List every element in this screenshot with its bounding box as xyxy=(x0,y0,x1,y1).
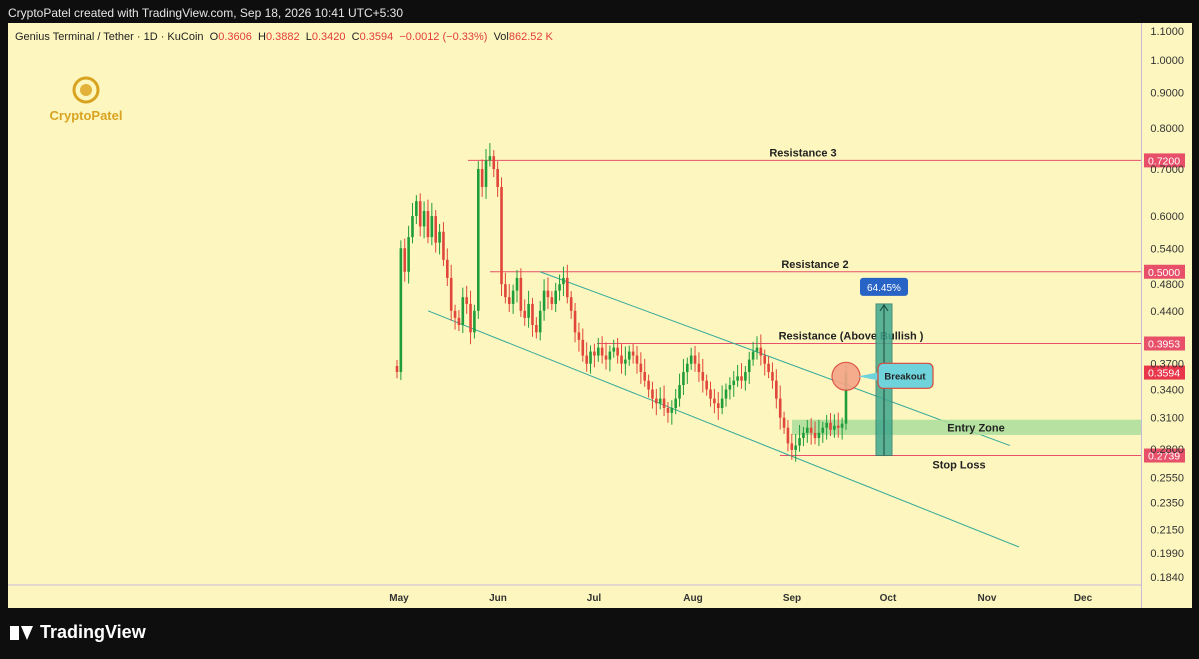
symbol-info: Genius Terminal / Tether · 1D · KuCoin O… xyxy=(15,31,553,43)
low-label: L xyxy=(305,31,312,43)
high-label: H xyxy=(257,31,266,43)
price-axis[interactable] xyxy=(1141,23,1192,585)
low-value: 0.3420 xyxy=(311,31,346,43)
volume-label: Vol xyxy=(493,31,509,43)
volume-value: 862.52 K xyxy=(508,31,553,43)
axis-corner xyxy=(1141,585,1192,608)
symbol-name[interactable]: Genius Terminal / Tether · 1D · KuCoin xyxy=(15,31,204,43)
chart-area[interactable]: Genius Terminal / Tether · 1D · KuCoin O… xyxy=(8,23,1141,608)
chart-attribution: CryptoPatel created with TradingView.com… xyxy=(8,6,404,20)
tradingview-logo-icon xyxy=(10,625,34,640)
change-value: −0.0012 (−0.33%) xyxy=(399,31,488,43)
tradingview-brand[interactable]: TradingView xyxy=(40,622,146,642)
close-value: 0.3594 xyxy=(359,31,394,43)
open-value: 0.3606 xyxy=(218,31,252,43)
tradingview-footer: TradingView xyxy=(10,622,146,643)
close-label: C xyxy=(351,31,360,43)
open-label: O xyxy=(209,31,219,43)
high-value: 0.3882 xyxy=(265,31,300,43)
